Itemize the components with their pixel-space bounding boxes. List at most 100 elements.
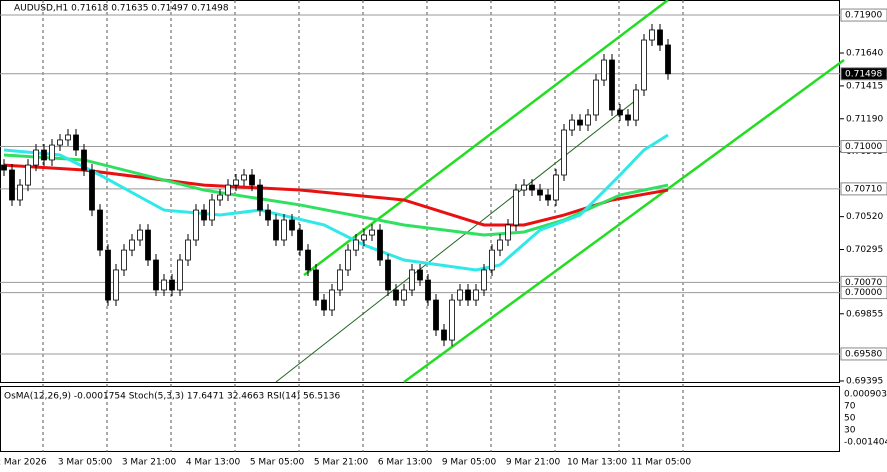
moving-average	[3, 133, 669, 272]
candle	[569, 119, 575, 131]
candle	[537, 189, 543, 196]
y-tick-label: 0.70520	[846, 212, 883, 222]
candle	[137, 229, 143, 241]
level-box	[840, 67, 887, 81]
candle	[169, 279, 175, 291]
level-label: 0.69580	[845, 349, 882, 359]
x-tick-label: 6 Mar 13:00	[378, 458, 433, 468]
candle	[489, 249, 495, 271]
candle	[337, 269, 343, 291]
y-tick-label: 0.69855	[846, 309, 883, 319]
candle	[217, 194, 223, 201]
candle	[329, 289, 335, 311]
candle	[289, 219, 295, 231]
candle	[89, 169, 95, 211]
candle	[129, 239, 135, 251]
candle	[121, 249, 127, 271]
candle	[73, 134, 79, 151]
candle	[241, 174, 247, 181]
candle	[385, 259, 391, 291]
x-tick-label: 3 Mar 05:00	[58, 458, 113, 468]
candle	[249, 174, 255, 186]
y-tick-label: 0.71640	[846, 49, 883, 59]
candle	[473, 289, 479, 301]
y-tick-label: 0.71415	[846, 81, 883, 91]
indicator-frame	[0, 386, 840, 452]
candle	[529, 184, 535, 191]
candle	[345, 249, 351, 271]
x-tick-label: 3 Mar 21:00	[122, 458, 177, 468]
candle	[9, 169, 15, 201]
candle	[257, 184, 263, 211]
candle	[561, 129, 567, 176]
x-tick-label: 2 Mar 2026	[0, 458, 47, 468]
candle	[265, 209, 271, 221]
candle	[185, 239, 191, 261]
candle	[513, 189, 519, 226]
level-box	[840, 140, 887, 154]
candle	[481, 269, 487, 291]
candle	[65, 134, 71, 141]
candle	[273, 219, 279, 241]
level-label: 0.71000	[845, 142, 882, 152]
candle	[393, 289, 399, 301]
level-label: 0.71498	[845, 69, 882, 79]
level-box	[840, 286, 887, 300]
candle	[209, 199, 215, 221]
x-tick-label: 4 Mar 13:00	[186, 458, 241, 468]
candle	[49, 144, 55, 161]
candle	[201, 209, 207, 221]
candle	[617, 109, 623, 116]
level-label: 0.70070	[845, 278, 882, 288]
candle	[409, 269, 415, 291]
candle	[545, 194, 551, 201]
candle	[193, 209, 199, 241]
candle	[81, 149, 87, 171]
y-tick-label: 0.70295	[846, 245, 883, 255]
indicator-title: OsMA(12,26,9) -0.0001754 Stoch(5,3,3) 17…	[4, 392, 340, 402]
candle	[425, 279, 431, 301]
channel-line	[303, 0, 669, 277]
level-box	[840, 347, 887, 361]
candle	[113, 269, 119, 301]
indicator-tick-label: 0.0009031	[844, 390, 887, 400]
chart-title: AUDUSD,H1 0.71618 0.71635 0.71497 0.7149…	[14, 4, 229, 14]
candle	[401, 289, 407, 301]
candle	[465, 289, 471, 301]
candle	[177, 259, 183, 291]
channel-line	[275, 99, 637, 383]
candle	[369, 229, 375, 236]
candle	[313, 269, 319, 301]
candle	[601, 59, 607, 81]
level-box	[840, 182, 887, 196]
level-label: 0.70000	[845, 288, 882, 298]
candle	[361, 234, 367, 241]
indicator-tick-label: 50	[844, 414, 856, 424]
x-tick-label: 10 Mar 13:00	[567, 458, 627, 468]
candle	[657, 29, 663, 46]
candle	[145, 229, 151, 261]
candle	[641, 39, 647, 91]
candle	[233, 179, 239, 186]
candle	[377, 229, 383, 261]
candle	[553, 174, 559, 201]
candle	[281, 219, 287, 241]
candle	[97, 209, 103, 251]
candle	[153, 259, 159, 291]
moving-average	[3, 153, 669, 237]
candle	[449, 299, 455, 341]
candle	[225, 184, 231, 196]
main-frame	[0, 0, 840, 383]
candle	[585, 114, 591, 126]
candle	[417, 269, 423, 281]
candle	[505, 224, 511, 241]
level-label: 0.71900	[845, 11, 882, 21]
candle	[297, 229, 303, 251]
y-tick-label: 0.69395	[846, 376, 883, 386]
candle	[457, 289, 463, 301]
candle	[433, 299, 439, 331]
candle	[633, 89, 639, 121]
candle	[17, 184, 23, 201]
channel-line	[403, 59, 845, 384]
